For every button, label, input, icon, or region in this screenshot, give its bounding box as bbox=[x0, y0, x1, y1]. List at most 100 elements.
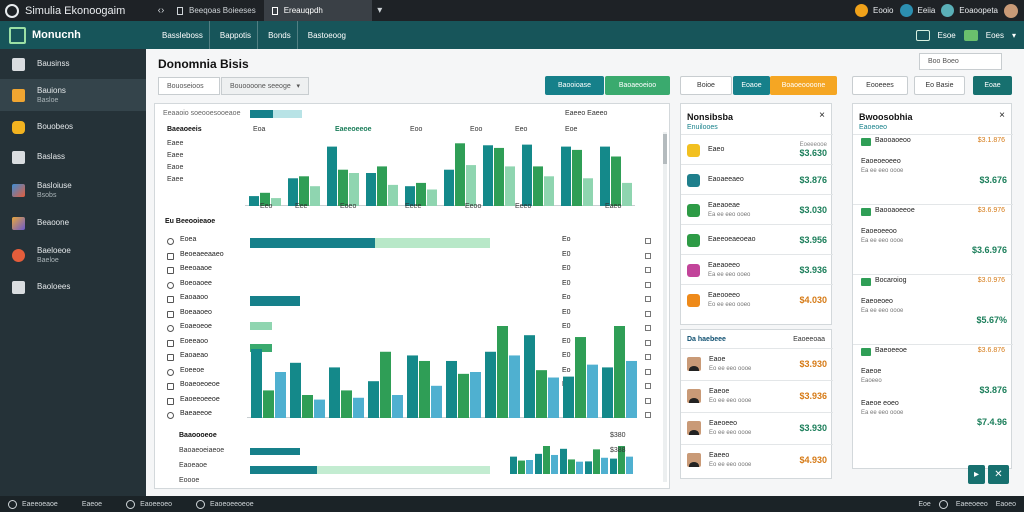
action-button-8[interactable]: Eoae bbox=[973, 76, 1012, 95]
table-row[interactable]: Eoaeoeoe E0 bbox=[167, 323, 657, 336]
status-right-3[interactable]: Eaoeo bbox=[995, 500, 1016, 508]
bar-mint[interactable] bbox=[388, 184, 398, 206]
person-card[interactable]: Eaoeoeoeeo Ea ee eeo oooe $3.676 bbox=[853, 148, 1013, 185]
bar-teal[interactable] bbox=[366, 173, 376, 206]
action-button-3[interactable]: Boioe bbox=[680, 76, 732, 95]
bar-green[interactable] bbox=[416, 182, 426, 206]
action-button-7[interactable]: Eo Basie bbox=[914, 76, 965, 95]
row-checkbox[interactable] bbox=[645, 383, 651, 389]
bar-green[interactable] bbox=[533, 166, 543, 206]
metric-card[interactable]: Eaeaoeae Ea ee eeo ooeo $3.030 bbox=[681, 194, 833, 225]
bar-mint[interactable] bbox=[583, 178, 593, 206]
metric-card[interactable]: Eaeo Eoeeeooe $3.630 bbox=[681, 134, 833, 165]
bar-lightblue[interactable] bbox=[509, 355, 520, 418]
search-input[interactable]: Boo Boeo bbox=[919, 53, 1002, 70]
mini-bar-lightblue[interactable] bbox=[601, 457, 608, 474]
mini-bar-green[interactable] bbox=[543, 446, 550, 474]
row-checkbox[interactable] bbox=[645, 325, 651, 331]
table-row[interactable]: Beoeaeeaaeo E0 bbox=[167, 251, 657, 264]
coin-stat[interactable]: Eooio bbox=[855, 4, 894, 17]
sidebar-item-8[interactable]: Baoloees bbox=[0, 272, 146, 302]
status-item[interactable]: Eaeoe bbox=[74, 501, 102, 508]
bar-teal[interactable] bbox=[327, 146, 337, 206]
mini-bar-teal[interactable] bbox=[585, 461, 592, 474]
panel-toolbar-right[interactable]: Eaeeo Eaeeo bbox=[565, 110, 608, 117]
sidebar-item-4[interactable]: Baslass bbox=[0, 143, 146, 172]
bar-lightblue[interactable] bbox=[548, 377, 559, 418]
tab-inactive[interactable]: Beeqoas Boieeses bbox=[169, 0, 264, 21]
table-row[interactable]: Baeaeeoe bbox=[167, 410, 657, 423]
mini-bar-teal[interactable] bbox=[610, 458, 617, 474]
group-header[interactable]: Baooaoeoo $3.1.876 bbox=[853, 134, 1013, 148]
table-row[interactable]: Eoeeoe Eo bbox=[167, 367, 657, 380]
back-arrow-icon[interactable]: ‹› bbox=[157, 5, 165, 16]
mini-bar-green[interactable] bbox=[518, 460, 525, 474]
row-checkbox[interactable] bbox=[645, 397, 651, 404]
bar-lightblue[interactable] bbox=[392, 395, 403, 418]
row-checkbox[interactable] bbox=[645, 310, 651, 317]
filter-dropdown-1[interactable]: Bouoseioos bbox=[158, 77, 220, 95]
mini-bar-lightblue[interactable] bbox=[526, 460, 533, 474]
bar-teal[interactable] bbox=[405, 186, 415, 206]
bar-mint[interactable] bbox=[310, 186, 320, 206]
window-icon[interactable] bbox=[915, 29, 930, 41]
shrink-icon[interactable]: ✕ bbox=[988, 465, 1009, 484]
bar-teal[interactable] bbox=[563, 376, 574, 418]
bar-mint[interactable] bbox=[271, 198, 281, 206]
bar-green[interactable] bbox=[611, 156, 621, 207]
bar-green[interactable] bbox=[260, 192, 270, 206]
group-header[interactable]: Bocaroiog $3.0.976 bbox=[853, 274, 1013, 288]
mini-bar-lightblue[interactable] bbox=[626, 456, 633, 474]
chevron-down-icon[interactable]: ▾ bbox=[1011, 30, 1016, 40]
nav-item-4[interactable]: Bastoeoog bbox=[307, 30, 347, 40]
bar-teal[interactable] bbox=[524, 335, 535, 418]
bar-teal[interactable] bbox=[485, 351, 496, 418]
brand[interactable]: Monucnh bbox=[0, 26, 148, 44]
bar-green[interactable] bbox=[263, 390, 274, 418]
expand-icon[interactable]: ▸ bbox=[968, 465, 985, 484]
metric-card[interactable]: Eaeooeeo Eo ee eeo ooeo $4.030 bbox=[681, 284, 833, 315]
mini-bar-green[interactable] bbox=[568, 459, 575, 474]
mini-bar-teal[interactable] bbox=[510, 456, 517, 474]
bar-lightblue[interactable] bbox=[431, 385, 442, 418]
group-header[interactable]: Baooaoeeoe $3.6.976 bbox=[853, 204, 1013, 218]
bar-lightblue[interactable] bbox=[275, 372, 286, 418]
person-card[interactable]: Eaoeoeeoo Ea ee eeo oooe $3.6.976 bbox=[853, 218, 1013, 255]
bar-green[interactable] bbox=[575, 337, 586, 418]
bar-green[interactable] bbox=[380, 351, 391, 418]
status-item[interactable]: Eaoeoeeoeoe bbox=[188, 499, 254, 509]
bar-teal[interactable] bbox=[444, 169, 454, 206]
sidebar-item-2[interactable]: Bauions Basloe bbox=[0, 79, 146, 111]
bar-teal[interactable] bbox=[483, 145, 493, 206]
globe-stat[interactable]: Eeiia bbox=[899, 4, 935, 17]
row-checkbox[interactable] bbox=[645, 412, 651, 418]
bar-lightblue[interactable] bbox=[470, 372, 481, 418]
person-card[interactable]: Eaoe Eo ee eeo oooe $3.930 bbox=[681, 348, 833, 379]
nav-item-3[interactable]: Bonds bbox=[262, 21, 298, 49]
person-card[interactable]: Eaeoeoeo Ea ee eeo oooe $5.67% bbox=[853, 288, 1013, 325]
person-card[interactable]: Eaeoe eoeo Ea ee eeo oooe $7.4.96 bbox=[853, 390, 1013, 427]
nav-item-2[interactable]: Bappotis bbox=[214, 21, 259, 49]
table-row[interactable]: Boeaaoeo E0 bbox=[167, 309, 657, 322]
bar-mint[interactable] bbox=[505, 166, 515, 206]
row-checkbox[interactable] bbox=[645, 267, 651, 273]
bar-green[interactable] bbox=[338, 169, 348, 206]
bar-lightblue[interactable] bbox=[353, 397, 364, 418]
bar-lightblue[interactable] bbox=[587, 364, 598, 418]
bar-teal[interactable] bbox=[329, 367, 340, 418]
sidebar-item-1[interactable]: Bausinss bbox=[0, 49, 146, 79]
close-icon[interactable]: × bbox=[819, 110, 825, 121]
status-right-1[interactable]: Eoe bbox=[918, 500, 931, 508]
bar-green[interactable] bbox=[377, 166, 387, 206]
mini-bar-lightblue[interactable] bbox=[551, 454, 558, 474]
bar-teal[interactable] bbox=[249, 196, 259, 206]
bar-mint[interactable] bbox=[466, 165, 476, 206]
bar-green[interactable] bbox=[494, 147, 504, 206]
bar-teal[interactable] bbox=[407, 355, 418, 418]
bar-mint[interactable] bbox=[622, 182, 632, 206]
bar-green[interactable] bbox=[572, 149, 582, 206]
chevron-down-icon[interactable]: ▾ bbox=[377, 5, 383, 16]
mini-bar-green[interactable] bbox=[618, 446, 625, 474]
bar-lightblue[interactable] bbox=[626, 360, 637, 418]
action-button-5[interactable]: Boaoeoooone bbox=[770, 76, 837, 95]
